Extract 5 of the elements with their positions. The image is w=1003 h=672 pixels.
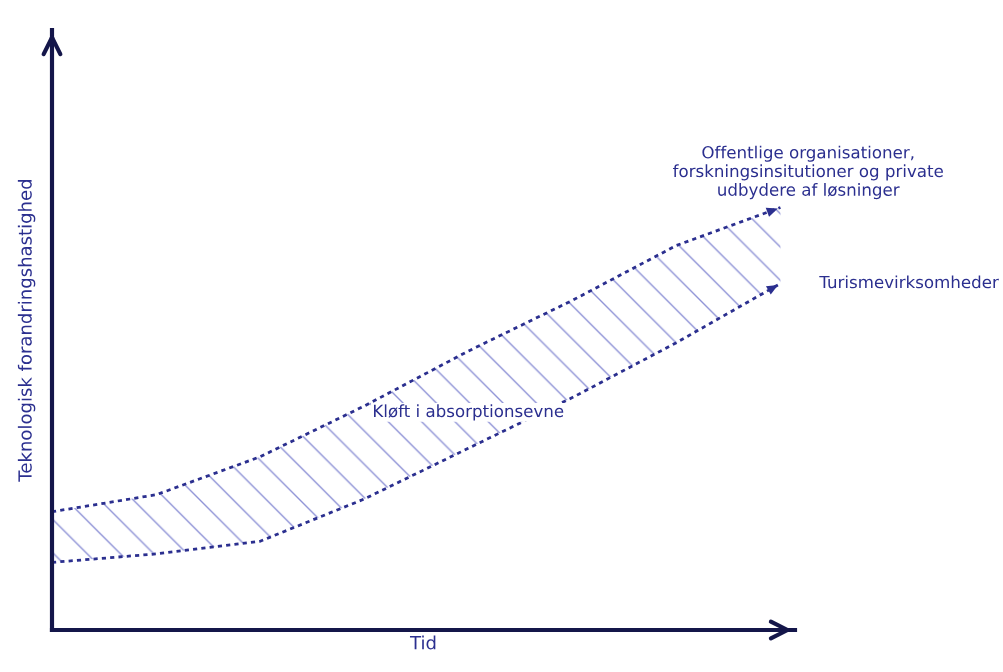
text: Offentlige organisationer, forskningsinsitutioner og private udbydere af løsninger — [672, 145, 943, 200]
annotation: Kløft i absorptionsevne — [374, 404, 564, 421]
x-axis-title: Tid — [409, 635, 436, 650]
text: Turismevirksomheder — [819, 275, 999, 289]
y-axis-title: Teknologisk forandringshastighed — [17, 180, 36, 482]
